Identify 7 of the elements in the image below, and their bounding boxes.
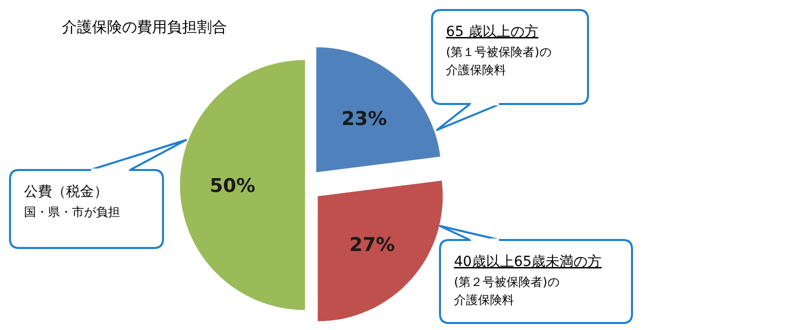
slice-label: 65 歳以上の方(第１号被保険者)の介護保険料: [446, 24, 552, 77]
data-label: 27%: [349, 234, 395, 256]
data-label: 50%: [210, 175, 256, 197]
chart-title: 介護保険の費用負担割合: [62, 18, 227, 36]
data-label: 23%: [341, 108, 387, 130]
slice-label: 40歳以上65歳未満の方(第２号被保険者)の介護保険料: [454, 254, 602, 307]
slice-label: 公費（税金）国・県・市が負担: [24, 184, 120, 219]
